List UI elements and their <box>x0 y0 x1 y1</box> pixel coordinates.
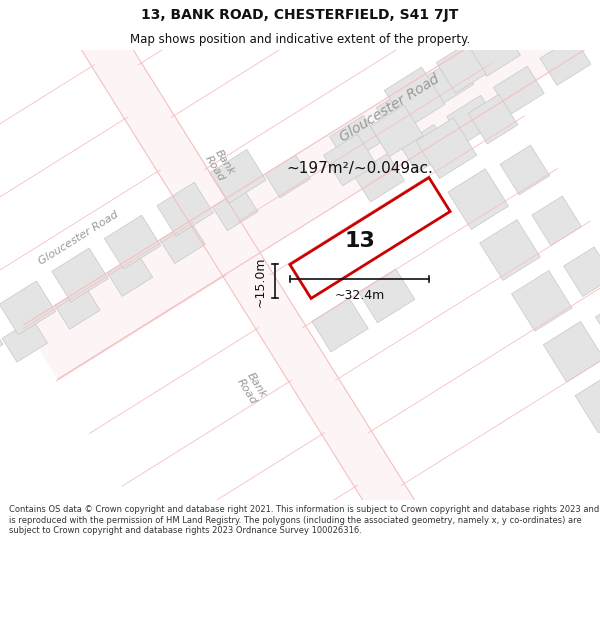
Polygon shape <box>448 169 509 229</box>
Polygon shape <box>516 0 567 48</box>
Text: Bank
Road: Bank Road <box>203 148 237 182</box>
Polygon shape <box>0 314 3 368</box>
Polygon shape <box>265 155 310 198</box>
Text: Bank
Road: Bank Road <box>235 370 269 406</box>
Text: 13, BANK ROAD, CHESTERFIELD, S41 7JT: 13, BANK ROAD, CHESTERFIELD, S41 7JT <box>142 8 458 21</box>
Polygon shape <box>563 247 600 296</box>
Polygon shape <box>212 188 258 231</box>
Polygon shape <box>2 319 47 362</box>
Polygon shape <box>353 154 404 202</box>
Polygon shape <box>17 0 479 625</box>
Text: ~15.0m: ~15.0m <box>254 256 267 307</box>
Polygon shape <box>52 248 108 302</box>
Polygon shape <box>416 118 477 179</box>
Polygon shape <box>400 124 451 173</box>
Text: Gloucester Road: Gloucester Road <box>338 72 442 144</box>
Polygon shape <box>312 298 368 352</box>
Polygon shape <box>511 271 572 331</box>
Polygon shape <box>323 134 376 186</box>
Text: ~197m²/~0.049ac.: ~197m²/~0.049ac. <box>287 161 433 176</box>
Text: Ba: Ba <box>214 181 230 199</box>
Polygon shape <box>160 221 205 264</box>
Text: Map shows position and indicative extent of the property.: Map shows position and indicative extent… <box>130 32 470 46</box>
Polygon shape <box>107 254 152 296</box>
Polygon shape <box>376 86 427 134</box>
Text: Gloucester Road: Gloucester Road <box>36 209 120 267</box>
Polygon shape <box>532 196 581 246</box>
Polygon shape <box>358 269 415 322</box>
Text: Contains OS data © Crown copyright and database right 2021. This information is : Contains OS data © Crown copyright and d… <box>9 506 599 535</box>
Polygon shape <box>329 116 380 164</box>
Polygon shape <box>290 177 450 298</box>
Polygon shape <box>157 182 214 236</box>
Polygon shape <box>500 145 550 195</box>
Text: 13: 13 <box>344 231 376 251</box>
Text: ~32.4m: ~32.4m <box>334 289 385 302</box>
Polygon shape <box>24 0 600 379</box>
Polygon shape <box>0 281 56 335</box>
Polygon shape <box>595 298 600 348</box>
Polygon shape <box>468 94 518 144</box>
Polygon shape <box>104 215 161 269</box>
Polygon shape <box>470 28 520 76</box>
Polygon shape <box>384 67 445 128</box>
Polygon shape <box>575 372 600 433</box>
Polygon shape <box>493 66 544 114</box>
Polygon shape <box>479 219 541 281</box>
Polygon shape <box>423 57 474 106</box>
Polygon shape <box>55 286 100 329</box>
Polygon shape <box>540 37 591 86</box>
Polygon shape <box>209 149 266 203</box>
Polygon shape <box>436 43 486 93</box>
Polygon shape <box>447 96 497 144</box>
Polygon shape <box>370 105 423 157</box>
Polygon shape <box>543 321 600 382</box>
